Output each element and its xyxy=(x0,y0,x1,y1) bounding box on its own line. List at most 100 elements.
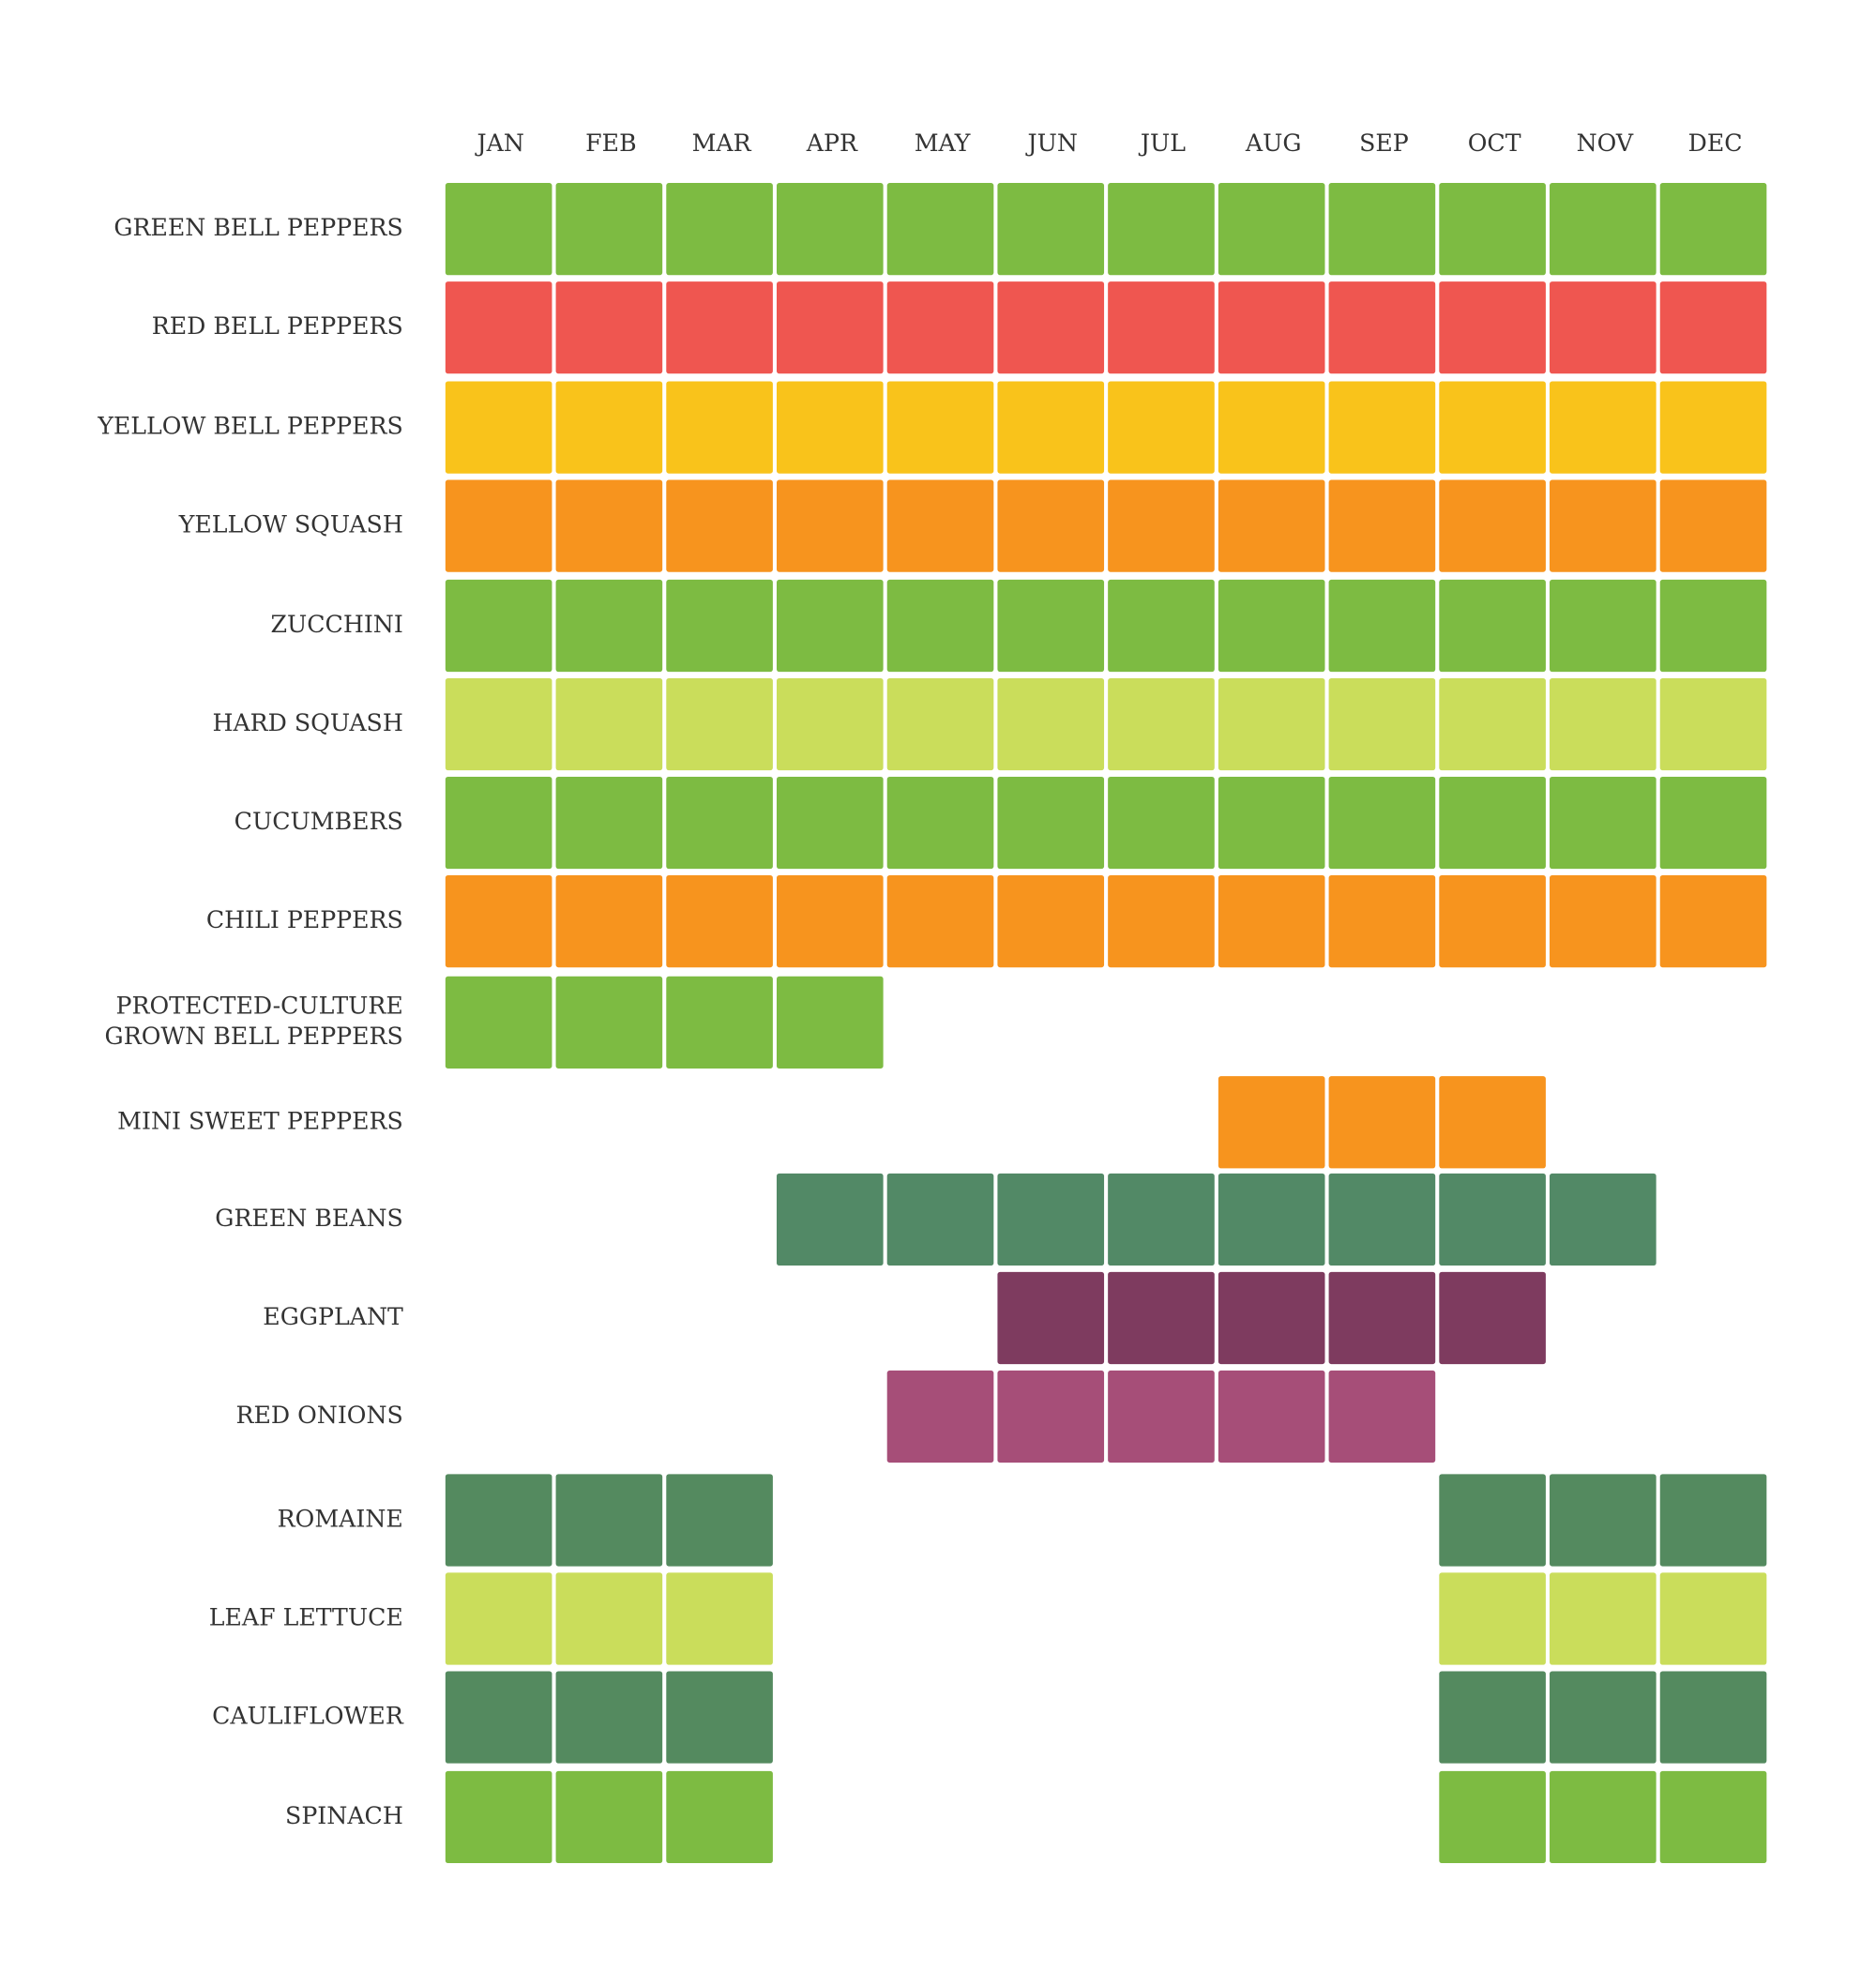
season-cell xyxy=(1550,677,1657,771)
season-cell xyxy=(666,776,773,870)
season-cell xyxy=(555,1671,663,1764)
season-cell xyxy=(445,281,552,374)
season-cell xyxy=(1550,479,1657,572)
season-cell xyxy=(997,183,1105,276)
season-cell xyxy=(1439,677,1546,771)
season-cell xyxy=(1218,1173,1325,1266)
season-cell xyxy=(886,1173,994,1266)
season-cell xyxy=(776,579,884,673)
season-cell xyxy=(1550,183,1657,276)
month-label: MAY xyxy=(915,129,971,157)
season-cell xyxy=(445,976,552,1069)
season-cell xyxy=(997,281,1105,374)
row-label: MINI SWEET PEPPERS xyxy=(117,1107,403,1134)
season-cell xyxy=(666,1474,773,1567)
row-label: YELLOW SQUASH xyxy=(178,511,403,538)
season-cell xyxy=(666,1770,773,1864)
season-cell xyxy=(445,479,552,572)
season-cell xyxy=(997,479,1105,572)
season-cell xyxy=(555,1770,663,1864)
season-cell xyxy=(1659,1474,1767,1567)
season-cell xyxy=(1439,1474,1546,1567)
season-cell xyxy=(776,479,884,572)
season-cell xyxy=(555,875,663,968)
season-cell xyxy=(1218,1271,1325,1365)
row-label: CAULIFLOWER xyxy=(212,1703,404,1730)
season-cell xyxy=(1218,1076,1325,1169)
season-cell xyxy=(1550,281,1657,374)
season-cell xyxy=(666,1572,773,1665)
season-cell xyxy=(1108,381,1215,474)
season-cell xyxy=(997,875,1105,968)
season-cell xyxy=(997,677,1105,771)
season-cell xyxy=(1659,479,1767,572)
season-cell xyxy=(1550,776,1657,870)
season-cell xyxy=(1439,1572,1546,1665)
season-cell xyxy=(1439,776,1546,870)
season-cell xyxy=(1659,677,1767,771)
season-cell xyxy=(776,976,884,1069)
season-cell xyxy=(1439,1076,1546,1169)
season-cell xyxy=(1439,381,1546,474)
season-cell xyxy=(997,1271,1105,1365)
season-cell xyxy=(1439,1271,1546,1365)
season-cell xyxy=(1108,677,1215,771)
season-cell xyxy=(1218,875,1325,968)
season-cell xyxy=(555,776,663,870)
season-cell xyxy=(1439,1671,1546,1764)
row-label: ZUCCHINI xyxy=(270,611,402,638)
season-cell xyxy=(1659,183,1767,276)
season-cell xyxy=(1550,579,1657,673)
season-cell xyxy=(1550,1474,1657,1567)
season-cell xyxy=(445,677,552,771)
season-cell xyxy=(886,579,994,673)
season-cell xyxy=(1550,1572,1657,1665)
season-cell xyxy=(666,381,773,474)
season-cell xyxy=(445,1572,552,1665)
row-label: YELLOW BELL PEPPERS xyxy=(97,413,403,440)
season-cell xyxy=(886,677,994,771)
season-cell xyxy=(666,281,773,374)
season-cell xyxy=(445,183,552,276)
season-cell xyxy=(1659,875,1767,968)
season-cell xyxy=(666,183,773,276)
month-label: SEP xyxy=(1359,129,1409,157)
season-cell xyxy=(776,381,884,474)
season-cell xyxy=(1218,677,1325,771)
season-cell xyxy=(1659,1572,1767,1665)
season-cell xyxy=(1439,579,1546,673)
season-cell xyxy=(886,1370,994,1463)
season-cell xyxy=(445,1671,552,1764)
row-label: GREEN BEANS xyxy=(215,1205,403,1232)
month-label: FEB xyxy=(585,129,636,157)
row-label: EGGPLANT xyxy=(263,1303,403,1330)
season-cell xyxy=(1328,1271,1436,1365)
season-cell xyxy=(555,281,663,374)
season-cell xyxy=(997,1173,1105,1266)
season-cell xyxy=(666,579,773,673)
season-cell xyxy=(1218,579,1325,673)
month-label: JAN xyxy=(475,129,524,157)
season-cell xyxy=(1328,875,1436,968)
season-cell xyxy=(1218,479,1325,572)
season-cell xyxy=(1439,479,1546,572)
season-cell xyxy=(1659,1770,1767,1864)
season-cell xyxy=(886,281,994,374)
month-label: DEC xyxy=(1688,129,1743,157)
season-cell xyxy=(1108,579,1215,673)
season-cell xyxy=(555,183,663,276)
season-cell xyxy=(555,976,663,1069)
season-cell xyxy=(1550,875,1657,968)
season-cell xyxy=(1108,776,1215,870)
season-cell xyxy=(776,677,884,771)
season-cell xyxy=(1108,1271,1215,1365)
season-cell xyxy=(1108,183,1215,276)
season-cell xyxy=(666,677,773,771)
row-label: ROMAINE xyxy=(278,1505,403,1532)
season-cell xyxy=(1439,183,1546,276)
season-cell xyxy=(666,1671,773,1764)
season-cell xyxy=(1218,281,1325,374)
season-cell xyxy=(1659,1671,1767,1764)
season-cell xyxy=(1108,479,1215,572)
season-cell xyxy=(1659,776,1767,870)
